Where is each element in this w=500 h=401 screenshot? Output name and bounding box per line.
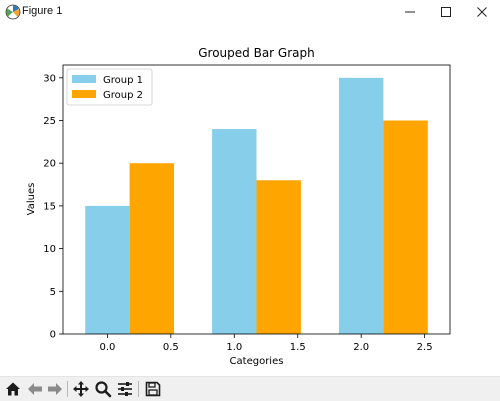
x-tick-label: 0.5: [163, 342, 179, 353]
y-tick-label: 15: [43, 201, 56, 212]
y-tick-label: 0: [50, 330, 56, 341]
y-tick-label: 25: [43, 116, 56, 127]
forward-button[interactable]: [44, 378, 66, 400]
y-tick-label: 10: [43, 244, 56, 255]
y-tick-label: 30: [43, 73, 56, 84]
save-button[interactable]: [142, 378, 164, 400]
window-title: Figure 1: [22, 5, 63, 17]
axes-frame: [62, 64, 451, 335]
bar-series-1-item-2: [212, 129, 257, 334]
x-tick-label: 1.5: [290, 342, 306, 353]
bar-series-2-item-1: [129, 163, 175, 334]
close-icon: [477, 7, 487, 17]
y-tick-label: 5: [50, 287, 56, 298]
y-tick-label: 20: [43, 159, 56, 170]
x-tick-label: 0.0: [99, 342, 115, 353]
y-axis-label: Values: [26, 183, 37, 216]
bar-series-1-item-1: [85, 205, 130, 334]
toolbar-separator: [138, 381, 139, 397]
matplotlib-logo-icon: [5, 4, 21, 20]
floppy-disk-icon: [145, 381, 161, 397]
close-button[interactable]: [464, 0, 500, 24]
home-icon: [6, 382, 20, 396]
bar-series-2-item-3: [383, 120, 428, 334]
bar-series-2-item-2: [256, 180, 301, 334]
x-tick-label: 2.0: [353, 342, 369, 353]
sliders-icon: [118, 382, 132, 396]
zoom-button[interactable]: [92, 378, 114, 400]
minimize-button[interactable]: [392, 0, 428, 24]
legend-label-1: Group 1: [103, 75, 143, 86]
bar-series-1-item-3: [338, 77, 384, 335]
legend-swatch-2: [72, 90, 96, 98]
maximize-button[interactable]: [428, 0, 464, 24]
x-tick-label: 2.5: [417, 342, 433, 353]
grouped-bar-chart: 0.0 0.5 1.0 1.5 2.0 2.5 0 5 10 15 20 25 30 Grouped …: [26, 46, 451, 367]
legend: Group 1 Group 2: [66, 68, 153, 106]
x-axis-label: Categories: [230, 356, 284, 367]
home-button[interactable]: [2, 378, 24, 400]
navigation-toolbar: [0, 376, 500, 401]
move-icon: [73, 381, 89, 397]
figure-canvas[interactable]: 0.0 0.5 1.0 1.5 2.0 2.5 0 5 10 15 20 25 30 Grouped …: [0, 24, 500, 376]
arrow-right-icon: [48, 383, 62, 395]
toolbar-separator: [67, 381, 68, 397]
configure-subplots-button[interactable]: [114, 378, 136, 400]
arrow-left-icon: [28, 383, 42, 395]
pan-button[interactable]: [70, 378, 92, 400]
legend-label-2: Group 2: [103, 90, 143, 101]
minimize-icon: [405, 11, 415, 13]
window-titlebar: Figure 1: [0, 0, 500, 24]
x-tick-label: 1.0: [226, 342, 242, 353]
legend-swatch-1: [72, 75, 96, 83]
maximize-icon: [441, 7, 451, 17]
chart-title: Grouped Bar Graph: [198, 46, 315, 60]
back-button[interactable]: [24, 378, 46, 400]
magnifier-icon: [95, 381, 112, 398]
